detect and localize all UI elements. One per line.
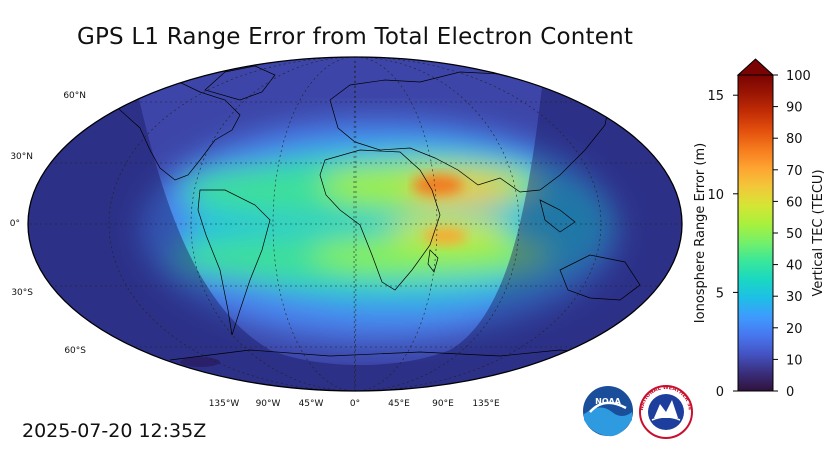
right-tick-10: 10 — [786, 353, 803, 368]
lat-label-60s: 60°S — [64, 346, 86, 356]
noaa-logo: NOAA — [583, 386, 633, 437]
right-tick-100: 100 — [786, 69, 811, 84]
lon-label-90e: 90°E — [432, 399, 454, 409]
lon-label-45e: 45°E — [388, 399, 410, 409]
lon-label-135w: 135°W — [209, 399, 240, 409]
colorbar-left-axis: 0 5 10 15 — [707, 89, 738, 400]
longitude-labels: 135°W 90°W 45°W 0° 45°E 90°E 135°E — [209, 399, 500, 409]
chart-title: GPS L1 Range Error from Total Electron C… — [76, 24, 634, 50]
colorbar-right-axis: 0 10 20 30 40 50 60 70 80 90 100 — [773, 69, 811, 400]
left-tick-10: 10 — [707, 188, 724, 203]
left-axis-title: Ionosphere Range Error (m) — [693, 143, 708, 323]
right-tick-50: 50 — [786, 227, 803, 242]
globe-outline — [27, 56, 683, 392]
right-tick-60: 60 — [786, 195, 803, 210]
right-axis-title: Vertical TEC (TECU) — [811, 169, 826, 296]
coastlines — [109, 65, 641, 361]
left-tick-5: 5 — [716, 286, 724, 301]
lat-label-30s: 30°S — [11, 288, 33, 298]
right-tick-70: 70 — [786, 164, 803, 179]
colorbar-extend-arrow — [736, 58, 775, 76]
lat-label-60n: 60°N — [63, 91, 86, 101]
right-tick-80: 80 — [786, 132, 803, 147]
right-tick-40: 40 — [786, 259, 803, 274]
right-tick-0: 0 — [786, 385, 794, 400]
lat-label-equator: 0° — [10, 219, 20, 229]
colorbar-body — [737, 74, 774, 392]
lon-label-45w: 45°W — [299, 399, 324, 409]
latitude-labels: 60°N 30°N 0° 30°S 60°S — [10, 91, 87, 356]
timestamp: 2025-07-20 12:35Z — [22, 420, 207, 442]
lon-label-135e: 135°E — [472, 399, 500, 409]
night-shading — [28, 60, 682, 391]
right-tick-90: 90 — [786, 101, 803, 116]
left-tick-0: 0 — [716, 385, 724, 400]
lat-label-30n: 30°N — [10, 152, 33, 162]
lon-label-0: 0° — [350, 399, 360, 409]
left-tick-15: 15 — [707, 89, 724, 104]
right-tick-30: 30 — [786, 290, 803, 305]
right-tick-20: 20 — [786, 322, 803, 337]
lon-label-90w: 90°W — [256, 399, 281, 409]
noaa-logo-text: NOAA — [595, 397, 621, 406]
